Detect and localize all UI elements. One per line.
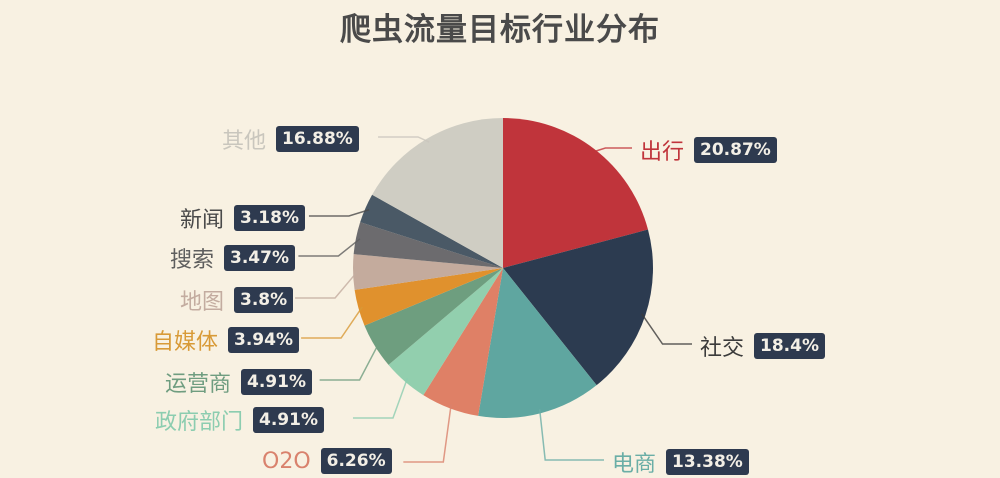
pie-slice-8 [353,222,503,268]
pie-slice-3 [423,268,503,416]
slice-percent-badge: 6.26% [320,448,392,474]
pie-slice-1 [503,229,653,386]
slice-label: 地图 3.8% [180,284,294,316]
slice-percent-badge: 13.38% [666,449,749,475]
leader-line [301,306,363,339]
slice-label-name: 出行 [640,140,685,165]
slice-label-name: 新闻 [180,208,225,233]
slice-label-name: 搜索 [170,248,215,273]
pie-slice-6 [354,268,503,326]
slice-percent-badge: 4.91% [241,369,312,395]
slice-label-name: 电商 [612,452,657,477]
pie-slice-5 [364,268,503,365]
slice-percent-badge: 4.91% [253,407,324,433]
slice-label-name: 地图 [180,290,225,315]
pie-slice-7 [353,254,503,290]
slice-label: 出行 20.87% [640,134,777,166]
slice-label: 自媒体 3.94% [152,324,299,356]
slice-percent-badge: 16.88% [276,126,359,152]
slice-label: O2O 6.26% [262,448,392,474]
pie-slice-2 [478,268,597,418]
leader-line [308,209,370,217]
slice-label-name: 其他 [222,129,267,154]
slice-label: 社交 18.4% [700,330,825,362]
pie-slice-0 [503,118,648,268]
pie-slice-10 [372,117,503,268]
slice-label: 搜索 3.47% [170,242,295,274]
slice-label: 运营商 4.91% [165,366,312,398]
slice-percent-badge: 3.94% [228,327,299,353]
leader-line [352,378,409,419]
chart-title: 爬虫流量目标行业分布 [340,12,660,48]
leader-line [641,313,692,345]
leader-line [538,409,604,461]
leader-line [378,136,430,143]
slice-label: 新闻 3.18% [180,202,305,234]
slice-label-name: 运营商 [165,372,232,397]
slice-label: 其他 16.88% [222,123,359,155]
leader-line [591,147,632,153]
slice-label-name: 政府部门 [155,410,244,435]
leader-line [295,271,358,299]
slice-label-name: 自媒体 [152,330,219,355]
pie-slice-4 [388,268,503,396]
slice-percent-badge: 3.18% [234,205,305,231]
slice-percent-badge: 3.47% [224,245,295,271]
leader-line [319,343,380,381]
leader-line [403,404,452,463]
slice-label: 电商 13.38% [612,446,749,478]
slice-percent-badge: 18.4% [754,333,825,359]
slice-label-name: 社交 [700,336,745,361]
pie-slice-9 [360,194,503,268]
slice-percent-badge: 3.8% [234,287,294,313]
slice-label: 政府部门 4.91% [155,404,324,436]
leader-line [298,238,361,257]
slice-label-name: O2O [262,448,311,474]
slice-percent-badge: 20.87% [694,137,777,163]
